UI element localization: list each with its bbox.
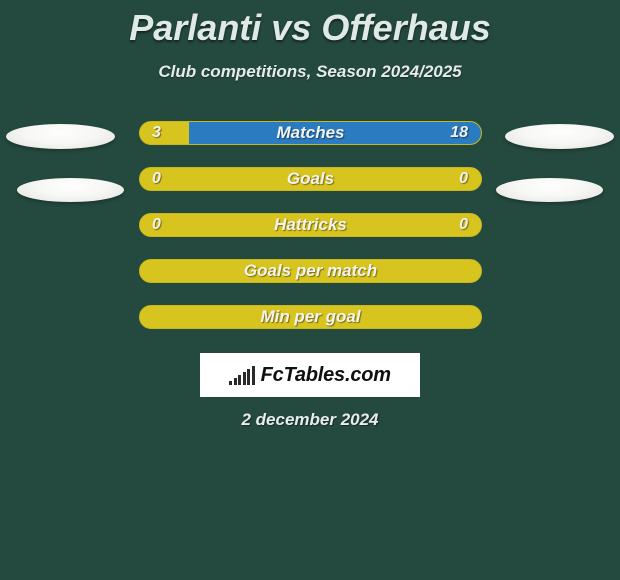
stat-bar-track <box>139 213 482 237</box>
page-title: Parlanti vs Offerhaus <box>0 0 620 48</box>
stat-right-value: 18 <box>450 121 468 145</box>
stat-left-value: 0 <box>152 213 161 237</box>
stat-bar-track <box>139 121 482 145</box>
stat-row: Goals per match <box>0 248 620 294</box>
stat-left-value: 0 <box>152 167 161 191</box>
stat-bar-right <box>140 306 481 328</box>
comparison-infographic: Parlanti vs Offerhaus Club competitions,… <box>0 0 620 580</box>
stat-row: 0 0 Hattricks <box>0 202 620 248</box>
stat-right-value: 0 <box>459 167 468 191</box>
stat-bar-track <box>139 167 482 191</box>
stat-bar-right <box>140 168 481 190</box>
stat-right-value: 0 <box>459 213 468 237</box>
stat-bar-right <box>140 260 481 282</box>
stat-bar-right <box>140 214 481 236</box>
stats-list: 3 18 Matches 0 0 Goals 0 0 Hattricks <box>0 110 620 340</box>
stat-bar-right <box>189 122 481 144</box>
stat-bar-track <box>139 259 482 283</box>
stat-row: 0 0 Goals <box>0 156 620 202</box>
stat-bar-track <box>139 305 482 329</box>
brand-badge: FcTables.com <box>200 353 420 397</box>
stat-bar-left <box>140 122 189 144</box>
date-text: 2 december 2024 <box>0 410 620 430</box>
stat-row: Min per goal <box>0 294 620 340</box>
stat-left-value: 3 <box>152 121 161 145</box>
subtitle: Club competitions, Season 2024/2025 <box>0 62 620 82</box>
brand-text: FcTables.com <box>261 364 391 387</box>
stat-row: 3 18 Matches <box>0 110 620 156</box>
brand-bars-icon <box>229 365 255 385</box>
